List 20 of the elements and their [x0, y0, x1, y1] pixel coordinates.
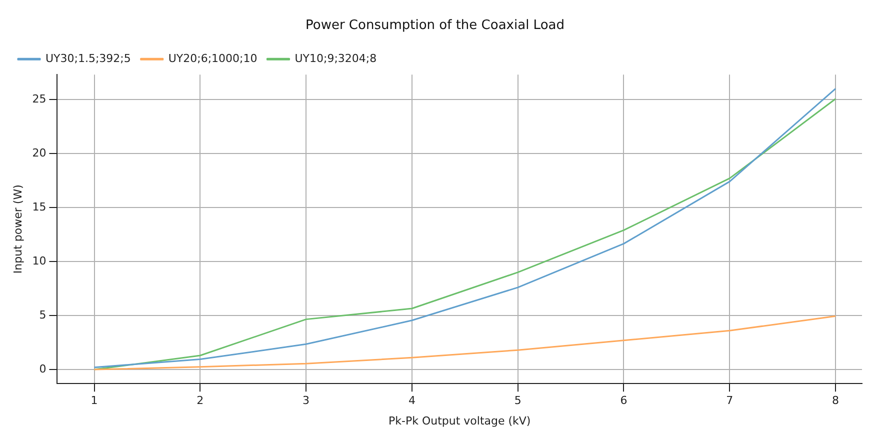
x-tick-label: 5 [514, 394, 522, 408]
legend-label: UY30;1.5;392;5 [46, 52, 131, 65]
y-tick-label: 20 [32, 146, 46, 160]
x-tick-label: 6 [620, 394, 628, 408]
x-tick-label: 7 [726, 394, 734, 408]
x-tick-label: 3 [302, 394, 310, 408]
y-axis-title: Input power (W) [11, 184, 24, 274]
y-tick-label: 0 [39, 362, 46, 376]
x-tick-label: 1 [90, 394, 98, 408]
legend-label: UY20;6;1000;10 [168, 52, 258, 65]
y-tick-label: 5 [39, 308, 46, 322]
x-tick-label: 8 [832, 394, 840, 408]
x-tick-label: 4 [408, 394, 416, 408]
x-tick-label: 2 [196, 394, 204, 408]
legend-label: UY10;9;3204;8 [294, 52, 377, 65]
y-tick-label: 10 [32, 254, 46, 268]
y-tick-label: 15 [32, 200, 46, 214]
chart-title: Power Consumption of the Coaxial Load [306, 18, 564, 34]
y-tick-label: 25 [32, 92, 46, 106]
x-axis-title: Pk-Pk Output voltage (kV) [388, 414, 531, 428]
